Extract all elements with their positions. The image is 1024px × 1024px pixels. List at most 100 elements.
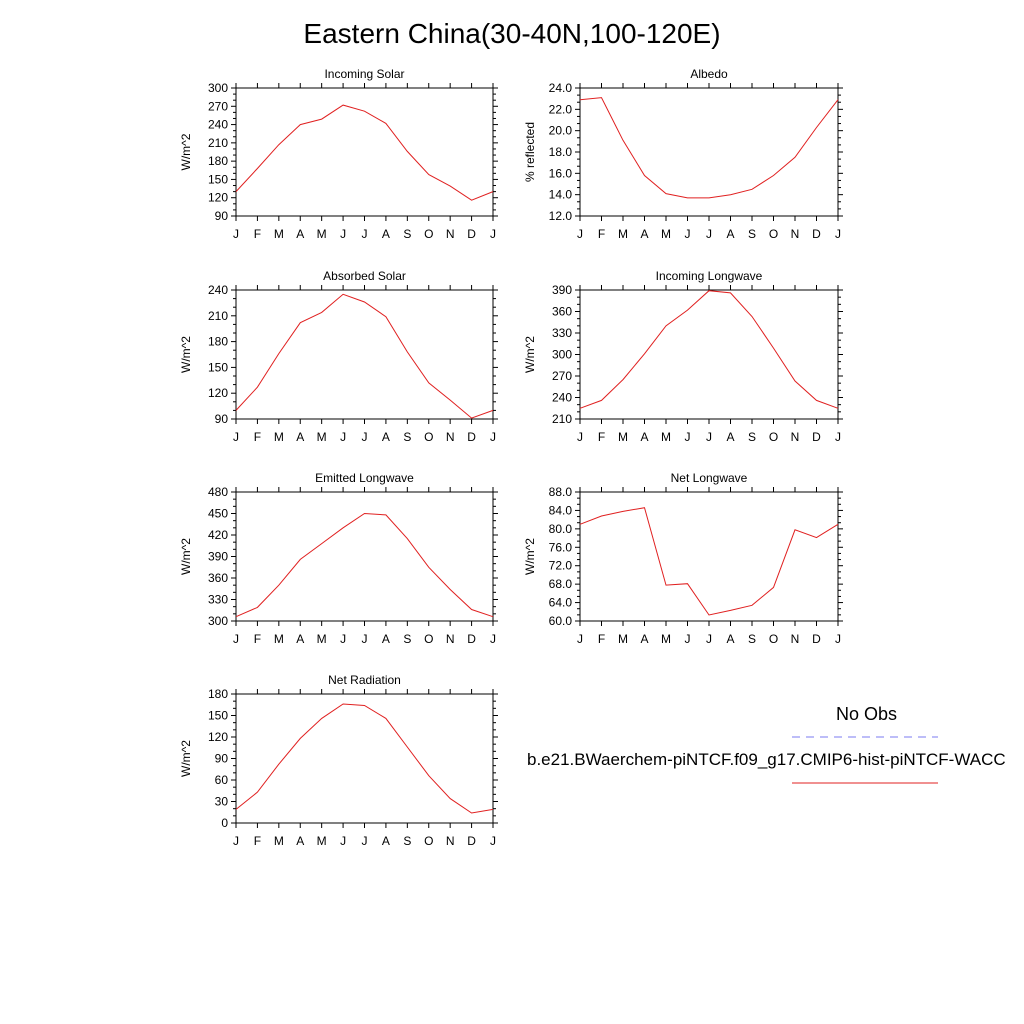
panel-6-ytick-label: 84.0 — [549, 503, 573, 517]
panel-1-xtick-label: N — [446, 227, 455, 241]
panel-7-ytick-label: 60 — [215, 773, 229, 787]
panel-4-title: Incoming Longwave — [656, 269, 763, 283]
panel-2-ytick-label: 18.0 — [549, 145, 573, 159]
panel-1-xtick-label: J — [490, 227, 496, 241]
panel-7-xtick-label: J — [362, 834, 368, 848]
panel-7-ytick-label: 180 — [208, 687, 228, 701]
panel-6-xtick-label: J — [577, 632, 583, 646]
panel-3-xtick-label: D — [467, 430, 476, 444]
panel-5-ytick-label: 480 — [208, 485, 228, 499]
panel-4-xtick-label: N — [791, 430, 800, 444]
panel-7-xtick-label: D — [467, 834, 476, 848]
panel-7-xtick-label: J — [490, 834, 496, 848]
panel-5-xtick-label: J — [490, 632, 496, 646]
panel-4-xtick-label: D — [812, 430, 821, 444]
panel-1-xtick-label: J — [233, 227, 239, 241]
panel-4-xtick-label: A — [640, 430, 648, 444]
panel-6-ytick-label: 76.0 — [549, 540, 573, 554]
panel-1-xtick-label: M — [274, 227, 284, 241]
panel-4-ylabel: W/m^2 — [523, 336, 537, 373]
panel-5-xtick-label: J — [362, 632, 368, 646]
panel-3-xtick-label: J — [340, 430, 346, 444]
panel-3-xtick-label: S — [403, 430, 411, 444]
panel-5-xtick-label: O — [424, 632, 433, 646]
panel-6-xtick-label: N — [791, 632, 800, 646]
panel-1-xtick-label: D — [467, 227, 476, 241]
panel-3-series-line — [235, 293, 494, 419]
panel-2-ytick-label: 12.0 — [549, 209, 573, 223]
panel-6-xtick-label: A — [640, 632, 648, 646]
panel-1-ytick-label: 210 — [208, 136, 228, 150]
legend-obs-label: No Obs — [836, 704, 898, 724]
panel-5-xtick-label: M — [274, 632, 284, 646]
panel-2-xtick-label: D — [812, 227, 821, 241]
panel-6-xtick-label: J — [835, 632, 841, 646]
panel-6-ytick-label: 80.0 — [549, 522, 573, 536]
panel-5-xtick-label: J — [233, 632, 239, 646]
panel-6-xtick-label: S — [748, 632, 756, 646]
panel-2-ytick-label: 20.0 — [549, 124, 573, 138]
panel-3-ytick-label: 240 — [208, 283, 228, 297]
panel-2-xtick-label: J — [577, 227, 583, 241]
panel-6-ytick-label: 88.0 — [549, 485, 573, 499]
panel-5-ytick-label: 420 — [208, 528, 228, 542]
panel-3-xtick-label: M — [274, 430, 284, 444]
panel-1-xtick-label: A — [296, 227, 304, 241]
panel-1-xtick-label: O — [424, 227, 433, 241]
panel-6-xtick-label: J — [706, 632, 712, 646]
panel-2-xtick-label: A — [640, 227, 648, 241]
panel-1-ytick-label: 120 — [208, 191, 228, 205]
panel-4-xtick-label: J — [577, 430, 583, 444]
panel-2-xtick-label: J — [706, 227, 712, 241]
panel-6-ylabel: W/m^2 — [523, 538, 537, 575]
panel-5-frame — [235, 491, 494, 622]
panel-2-ylabel: % reflected — [523, 122, 537, 182]
panel-6-xtick-label: D — [812, 632, 821, 646]
panel-2-xtick-label: M — [618, 227, 628, 241]
panel-3-ytick-label: 180 — [208, 335, 228, 349]
panel-7-xtick-label: A — [382, 834, 390, 848]
panel-1-ytick-label: 300 — [208, 81, 228, 95]
panel-4-xtick-label: S — [748, 430, 756, 444]
legend-model-label: b.e21.BWaerchem-piNTCF.f09_g17.CMIP6-his… — [527, 750, 1006, 769]
panel-6-ytick-label: 72.0 — [549, 559, 573, 573]
panel-3-ylabel: W/m^2 — [179, 336, 193, 373]
panel-6-series-line — [579, 507, 839, 616]
panel-7-xtick-label: J — [233, 834, 239, 848]
panel-7-xtick-label: S — [403, 834, 411, 848]
panel-4-frame — [579, 289, 839, 420]
panel-1-ytick-label: 150 — [208, 172, 228, 186]
panel-5-ytick-label: 300 — [208, 614, 228, 628]
panel-5-ylabel: W/m^2 — [179, 538, 193, 575]
panel-7-ytick-label: 120 — [208, 730, 228, 744]
panel-6-xtick-label: A — [726, 632, 734, 646]
panel-7-series-line — [235, 703, 494, 814]
panel-1-xtick-label: J — [340, 227, 346, 241]
panel-5-xtick-label: N — [446, 632, 455, 646]
panel-4-xtick-label: J — [835, 430, 841, 444]
panel-6-title: Net Longwave — [671, 471, 748, 485]
panel-5-ytick-label: 450 — [208, 507, 228, 521]
panel-4-xtick-label: O — [769, 430, 778, 444]
panel-5-ytick-label: 330 — [208, 593, 228, 607]
panel-5-xtick-label: A — [296, 632, 304, 646]
panel-7-ytick-label: 30 — [215, 795, 229, 809]
panel-3-xtick-label: J — [490, 430, 496, 444]
panel-7-ytick-label: 0 — [221, 816, 228, 830]
panel-2-ytick-label: 22.0 — [549, 102, 573, 116]
panel-1-ytick-label: 270 — [208, 99, 228, 113]
panel-7-xtick-label: F — [254, 834, 261, 848]
panel-4-ytick-label: 360 — [552, 305, 572, 319]
panel-2-xtick-label: O — [769, 227, 778, 241]
panel-7-xtick-label: J — [340, 834, 346, 848]
panel-6-ytick-label: 64.0 — [549, 596, 573, 610]
panel-4-xtick-label: J — [706, 430, 712, 444]
panel-3-title: Absorbed Solar — [323, 269, 406, 283]
panel-3-xtick-label: F — [254, 430, 261, 444]
panel-1-ylabel: W/m^2 — [179, 133, 193, 170]
panel-3-xtick-label: A — [296, 430, 304, 444]
panel-6-xtick-label: J — [685, 632, 691, 646]
panel-4-ytick-label: 270 — [552, 369, 572, 383]
panel-7-xtick-label: N — [446, 834, 455, 848]
